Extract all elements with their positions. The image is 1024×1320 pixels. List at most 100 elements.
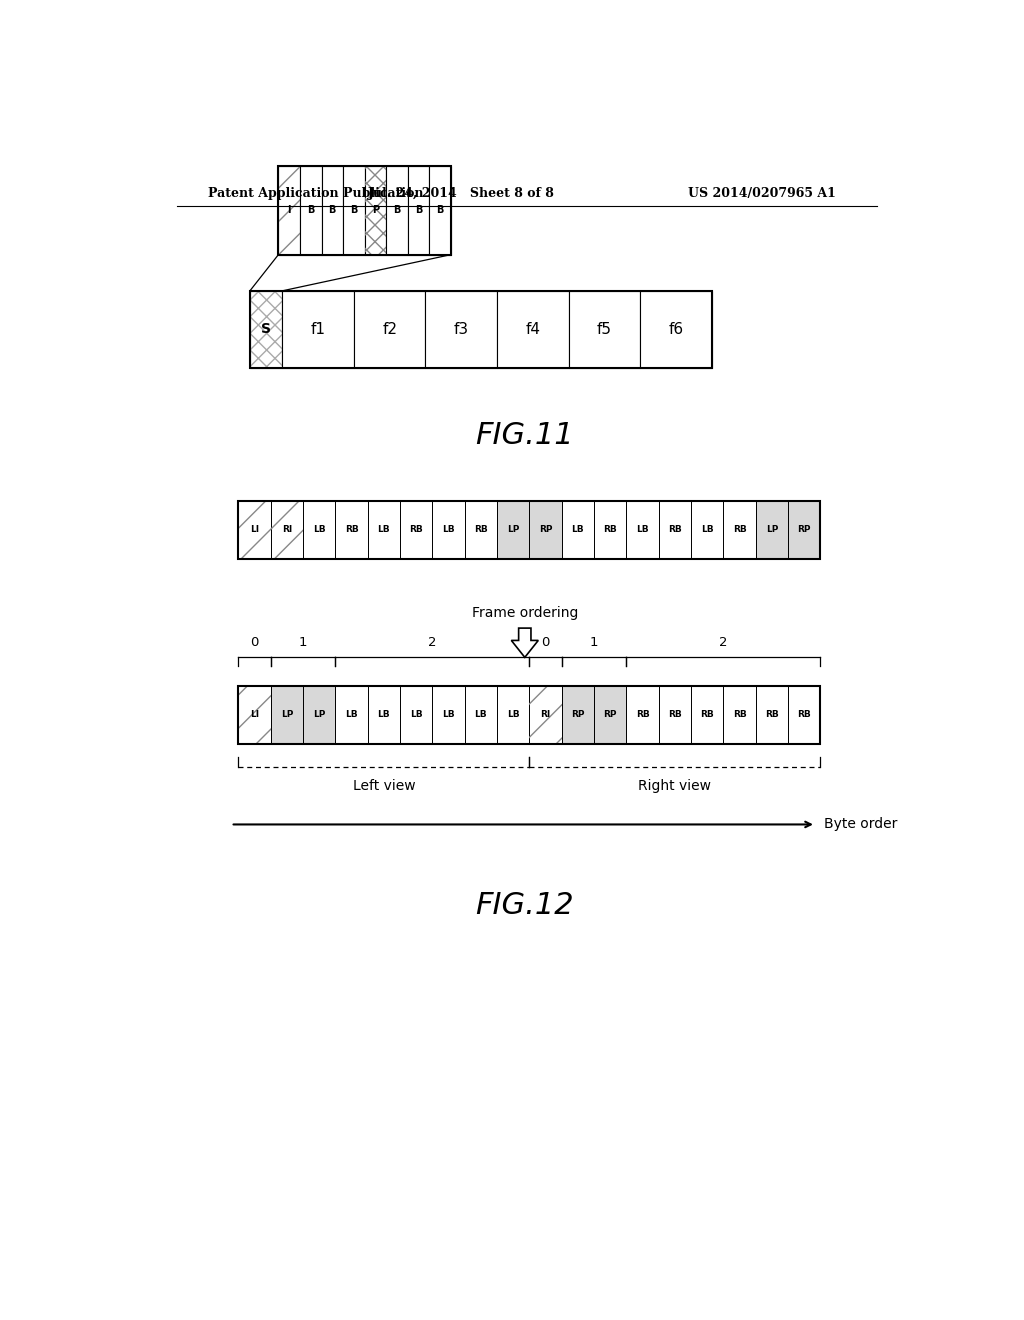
Bar — [627, 686, 658, 743]
Text: Frame ordering: Frame ordering — [472, 606, 578, 619]
Text: 2: 2 — [428, 636, 436, 649]
Text: LP: LP — [507, 525, 519, 535]
Bar — [724, 502, 756, 558]
Bar — [279, 166, 300, 255]
Bar — [368, 502, 400, 558]
Text: LB: LB — [378, 525, 390, 535]
Bar — [465, 686, 497, 743]
Bar — [529, 502, 562, 558]
Bar — [756, 686, 788, 743]
Text: B: B — [436, 206, 443, 215]
Bar — [283, 290, 354, 368]
Bar — [640, 290, 712, 368]
Text: FIG.12: FIG.12 — [475, 891, 574, 920]
Text: RB: RB — [733, 710, 746, 719]
Bar — [724, 686, 756, 743]
Text: RB: RB — [345, 525, 358, 535]
Bar — [568, 290, 640, 368]
Text: RB: RB — [474, 525, 487, 535]
Text: 1: 1 — [590, 636, 598, 649]
Bar — [250, 290, 283, 368]
Text: LB: LB — [571, 525, 585, 535]
Text: 2: 2 — [719, 636, 728, 649]
Text: RI: RI — [541, 710, 551, 719]
Text: RB: RB — [798, 710, 811, 719]
Bar — [279, 166, 300, 255]
Text: LI: LI — [250, 710, 259, 719]
Text: B: B — [415, 206, 422, 215]
Bar — [432, 502, 465, 558]
Bar — [400, 502, 432, 558]
Text: f5: f5 — [597, 322, 612, 337]
Text: RP: RP — [539, 525, 552, 535]
Text: LP: LP — [766, 525, 778, 535]
Text: S: S — [261, 322, 271, 337]
Text: Byte order: Byte order — [823, 817, 897, 832]
Text: LB: LB — [636, 525, 649, 535]
Bar — [300, 166, 322, 255]
Text: B: B — [350, 206, 357, 215]
Bar — [365, 166, 386, 255]
Bar — [336, 502, 368, 558]
Text: LP: LP — [281, 710, 293, 719]
Bar — [497, 290, 568, 368]
Text: RB: RB — [733, 525, 746, 535]
Text: LP: LP — [313, 710, 326, 719]
Bar — [497, 686, 529, 743]
Text: LB: LB — [442, 525, 455, 535]
Text: Jul. 24, 2014   Sheet 8 of 8: Jul. 24, 2014 Sheet 8 of 8 — [369, 186, 555, 199]
Bar — [270, 502, 303, 558]
Bar — [250, 290, 283, 368]
Bar — [250, 290, 712, 368]
Bar — [497, 502, 529, 558]
Bar — [658, 686, 691, 743]
Bar — [594, 502, 627, 558]
Text: LB: LB — [474, 710, 487, 719]
Bar — [529, 686, 562, 743]
Bar — [788, 686, 820, 743]
Text: RP: RP — [571, 710, 585, 719]
Text: LB: LB — [507, 710, 519, 719]
Bar — [354, 290, 425, 368]
Bar — [594, 686, 627, 743]
Bar — [408, 166, 429, 255]
Bar — [279, 166, 451, 255]
Text: RI: RI — [282, 525, 292, 535]
Text: I: I — [288, 206, 291, 215]
Bar — [788, 502, 820, 558]
Text: 0: 0 — [542, 636, 550, 649]
Bar — [270, 686, 303, 743]
Bar — [365, 166, 386, 255]
Bar — [691, 502, 724, 558]
Bar — [270, 502, 303, 558]
Text: f4: f4 — [525, 322, 541, 337]
Bar — [400, 686, 432, 743]
Text: RB: RB — [603, 525, 617, 535]
Text: P: P — [372, 206, 379, 215]
Text: f1: f1 — [310, 322, 326, 337]
Text: LB: LB — [313, 525, 326, 535]
Bar — [368, 686, 400, 743]
Bar — [691, 686, 724, 743]
Text: 0: 0 — [250, 636, 259, 649]
Text: Right view: Right view — [638, 779, 712, 793]
Bar — [322, 166, 343, 255]
Bar — [239, 502, 270, 558]
Text: LB: LB — [410, 710, 423, 719]
Bar — [429, 166, 451, 255]
Text: LB: LB — [442, 710, 455, 719]
Bar — [303, 502, 336, 558]
Text: 1: 1 — [299, 636, 307, 649]
Text: Left view: Left view — [352, 779, 415, 793]
Text: B: B — [329, 206, 336, 215]
Text: RP: RP — [603, 710, 617, 719]
Bar — [529, 686, 562, 743]
Text: FIG.11: FIG.11 — [475, 421, 574, 450]
Bar — [239, 686, 270, 743]
Bar — [386, 166, 408, 255]
Text: RB: RB — [668, 710, 682, 719]
Text: LB: LB — [701, 525, 714, 535]
Bar — [336, 686, 368, 743]
Text: f2: f2 — [382, 322, 397, 337]
Text: Patent Application Publication: Patent Application Publication — [208, 186, 423, 199]
